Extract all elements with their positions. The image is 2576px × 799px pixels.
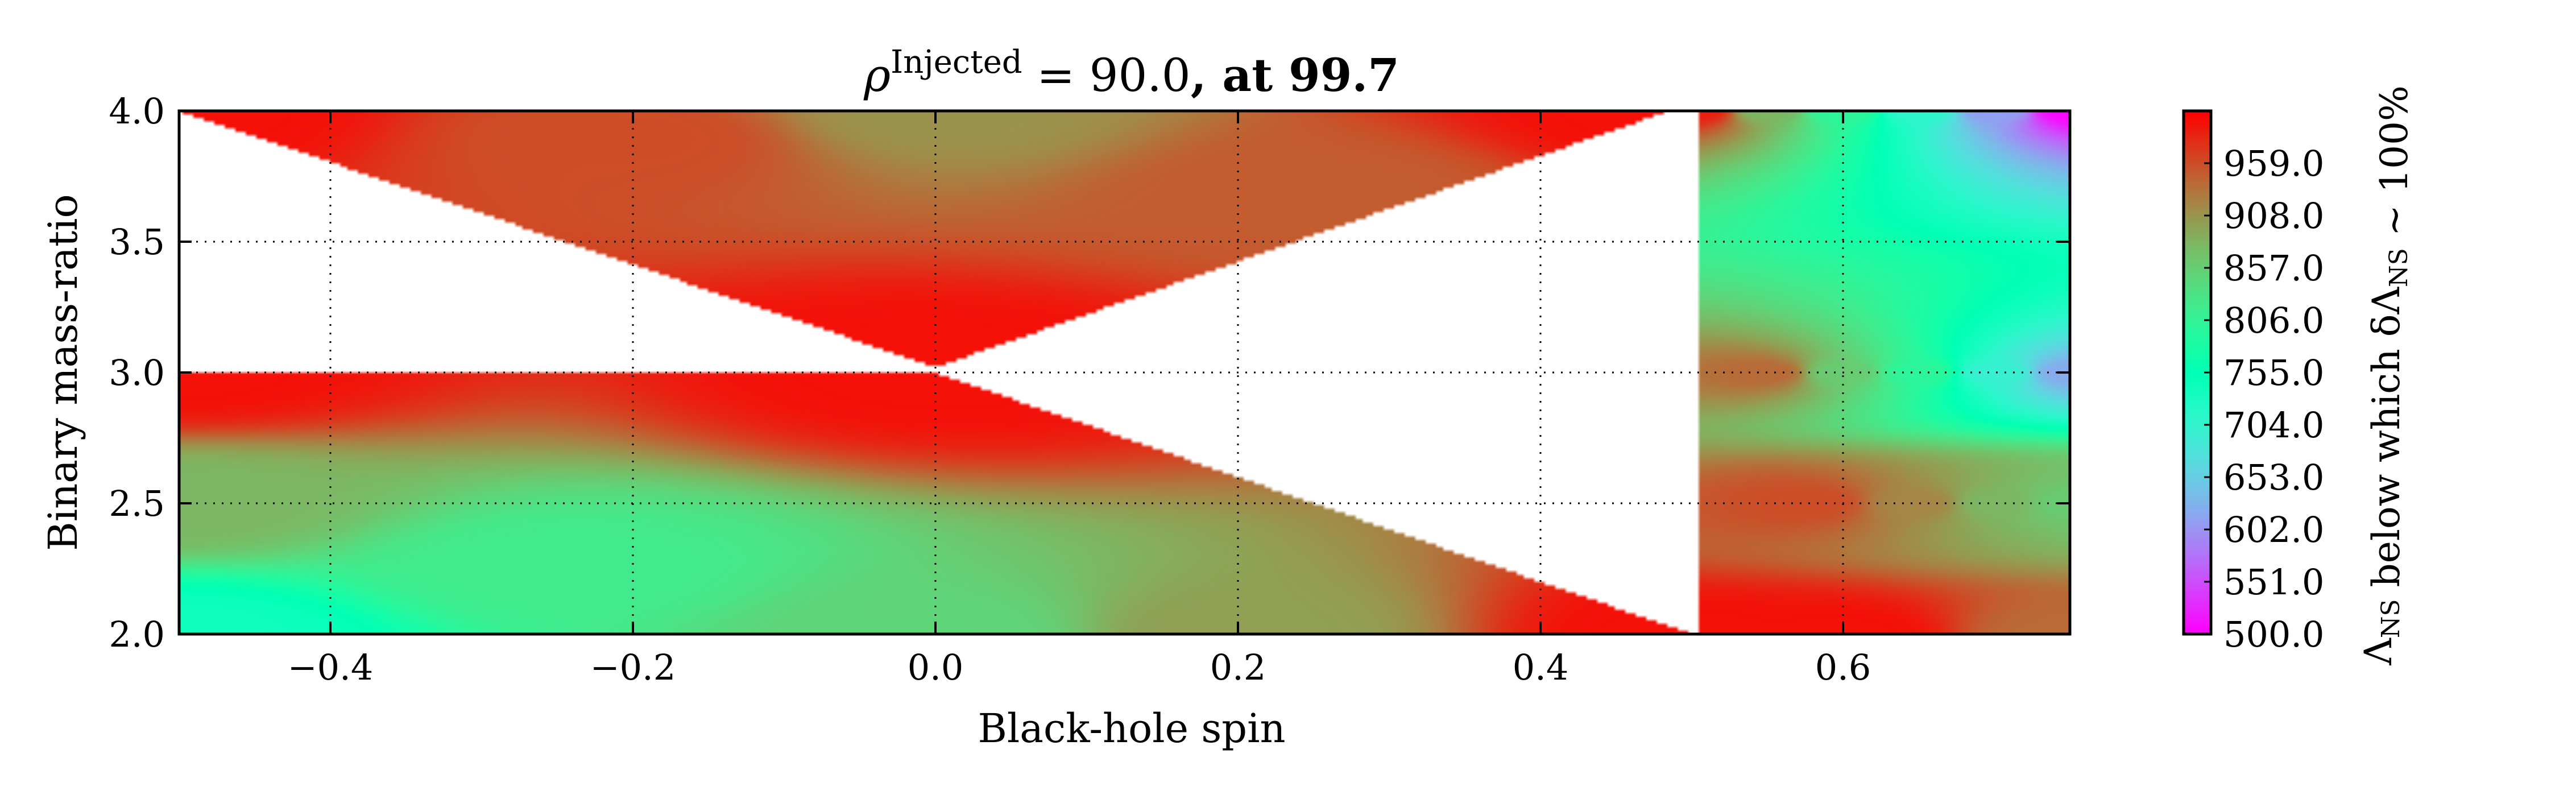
title-symbol: ρ xyxy=(863,49,891,102)
colorbar-tick-label: 653.0 xyxy=(2223,457,2325,498)
y-axis-ticks: 2.0 2.5 3.0 3.5 4.0 xyxy=(109,90,2070,655)
colorbar-tick-label: 908.0 xyxy=(2223,195,2325,237)
title-equals: = 90.0 xyxy=(1022,49,1191,102)
colorbar-tick-label: 755.0 xyxy=(2223,352,2325,394)
title-superscript: Injected xyxy=(891,44,1022,81)
colorbar-tick-label: 551.0 xyxy=(2223,561,2325,603)
y-tick-label: 3.0 xyxy=(109,352,165,394)
x-tick-label: 0.2 xyxy=(1210,647,1266,688)
y-tick-label: 2.5 xyxy=(109,483,165,524)
colorbar-tick-label: 959.0 xyxy=(2223,143,2325,184)
colorbar-label: ΛNS below which δΛNS ~ 100% xyxy=(2356,85,2416,666)
colorbar-tick-label: 857.0 xyxy=(2223,247,2325,289)
title-suffix: , at 99.7 xyxy=(1191,48,1399,102)
x-tick-label: −0.4 xyxy=(288,647,374,688)
colorbar-tick-label: 500.0 xyxy=(2223,614,2325,655)
y-tick-label: 2.0 xyxy=(109,614,165,655)
y-tick-label: 3.5 xyxy=(109,221,165,263)
grid-lines xyxy=(179,110,2070,635)
colorbar-tick-label: 806.0 xyxy=(2223,300,2325,341)
x-tick-label: 0.0 xyxy=(908,647,964,688)
colorbar-ticks: 500.0 551.0 602.0 653.0 704.0 755.0 806.0 857.0… xyxy=(2204,143,2325,655)
colorbar-tick-label: 602.0 xyxy=(2223,509,2325,550)
x-axis-ticks: −0.4 −0.2 0.0 0.2 0.4 0.6 xyxy=(288,111,1871,688)
x-tick-label: 0.4 xyxy=(1513,647,1569,688)
y-axis-label: Binary mass-ratio xyxy=(40,194,86,550)
y-tick-label: 4.0 xyxy=(109,90,165,132)
x-axis-label: Black-hole spin xyxy=(978,705,1285,752)
heatmap-image xyxy=(179,111,2070,634)
colorbar-tick-label: 704.0 xyxy=(2223,404,2325,446)
chart-title: ρInjected = 90.0, at 99.7 xyxy=(863,44,1399,102)
x-tick-label: −0.2 xyxy=(590,647,676,688)
x-tick-label: 0.6 xyxy=(1815,647,1871,688)
